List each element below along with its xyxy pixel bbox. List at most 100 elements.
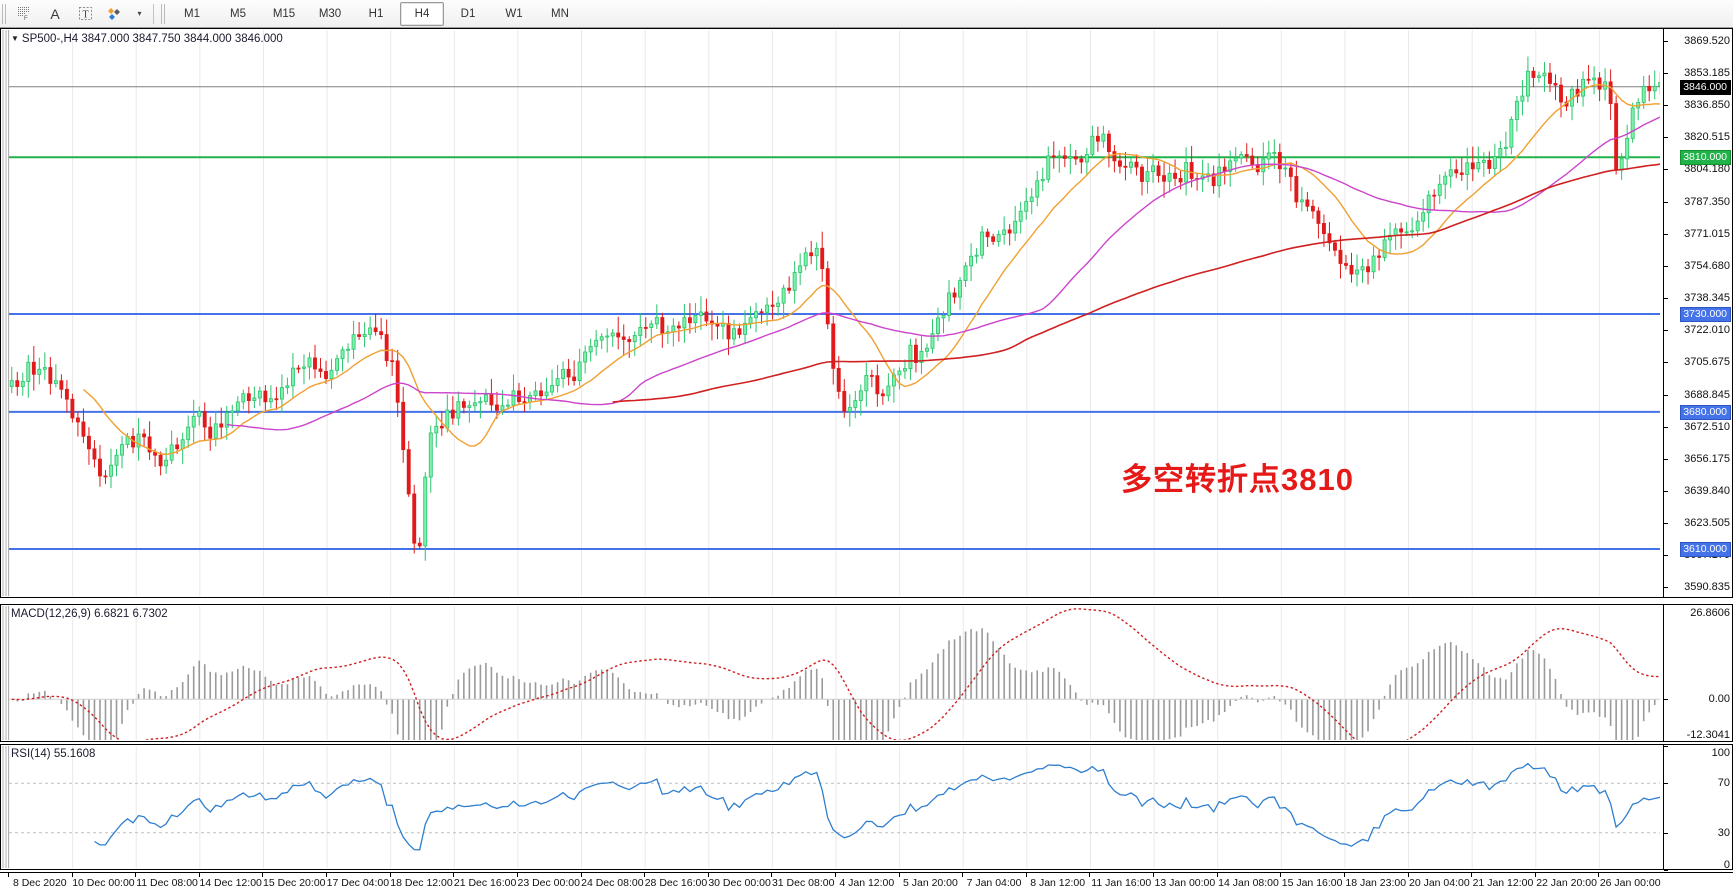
- price-tick-label: 3754.680: [1684, 259, 1730, 272]
- macd-panel[interactable]: MACD(12,26,9) 6.6821 6.7302 26.8606 0.00 -…: [0, 604, 1733, 742]
- macd-scale-label: 26.8606: [1690, 607, 1730, 619]
- candle-body: [577, 361, 582, 382]
- rsi-panel[interactable]: RSI(14) 55.1608 100 70 30 0: [0, 744, 1733, 871]
- candle-body: [246, 393, 251, 401]
- chevron-down-icon: ▾: [137, 9, 142, 18]
- candle-body: [820, 247, 825, 270]
- timeframe-h4[interactable]: H4: [400, 1, 444, 26]
- candle-body: [594, 339, 599, 347]
- text-tool-icon[interactable]: A: [41, 2, 69, 26]
- timeframe-m30[interactable]: M30: [318, 7, 342, 20]
- time-tick-label: 14 Dec 12:00: [199, 877, 262, 889]
- current-price-tag[interactable]: 3846.000: [1680, 79, 1731, 95]
- level-tag-3680[interactable]: 3680.000: [1680, 404, 1731, 420]
- time-tick: [71, 873, 73, 877]
- candle-body: [15, 380, 20, 387]
- timeframe-m5[interactable]: M5: [230, 7, 246, 20]
- time-tick: [1471, 873, 1473, 877]
- level-tag-3610[interactable]: 3610.000: [1680, 542, 1731, 558]
- candle-body: [583, 351, 588, 363]
- candle-body: [1057, 155, 1062, 158]
- timeframe-d1[interactable]: D1: [460, 7, 476, 20]
- toolbar-drag-handle[interactable]: [2, 3, 7, 24]
- candle-body: [70, 398, 75, 419]
- time-tick-label: 15 Jan 16:00: [1281, 877, 1343, 889]
- time-axis[interactable]: 8 Dec 2020 10 Dec 00:00 11 Dec 08:00 14 Dec…: [0, 872, 1733, 894]
- candle-body: [357, 334, 362, 337]
- candle-body: [836, 367, 841, 392]
- chart-scroll-handle[interactable]: [2, 30, 9, 596]
- time-tick: [644, 873, 646, 877]
- candle-body: [120, 444, 124, 456]
- timeframe-m1[interactable]: M1: [184, 7, 200, 20]
- candle-body: [555, 378, 560, 386]
- candle-body: [1415, 220, 1420, 232]
- time-tick-label: 22 Jan 20:00: [1536, 877, 1597, 889]
- candle-body: [26, 361, 31, 382]
- candle-body: [627, 339, 632, 343]
- macd-scroll-handle[interactable]: [2, 606, 9, 740]
- candle-body: [158, 454, 163, 467]
- candle-body: [1586, 78, 1591, 81]
- candle-body: [632, 335, 637, 343]
- candle-body: [853, 400, 858, 408]
- candle-body: [798, 265, 803, 273]
- crosshair-icon[interactable]: F: [11, 2, 39, 26]
- candle-body: [544, 391, 549, 397]
- candle-body: [511, 390, 516, 406]
- price-tick-label: 3656.175: [1684, 452, 1730, 465]
- candle-body: [864, 375, 869, 392]
- collapse-icon[interactable]: ▼: [11, 34, 19, 44]
- level-tag-3730[interactable]: 3730.000: [1680, 307, 1731, 322]
- objects-icon[interactable]: [101, 2, 129, 26]
- price-tick-label: 3738.345: [1684, 291, 1730, 304]
- candle-body: [886, 385, 891, 397]
- timeframe-w1[interactable]: W1: [505, 7, 523, 20]
- timeframe-m15[interactable]: M15: [272, 7, 296, 20]
- rsi-scroll-handle[interactable]: [2, 746, 9, 868]
- rsi-scale-tick: [1664, 746, 1668, 747]
- candle-body: [467, 405, 472, 408]
- time-tick: [1025, 873, 1027, 877]
- level-tag-3810[interactable]: 3810.000: [1680, 150, 1731, 166]
- timeframe-drag-handle[interactable]: [161, 3, 166, 24]
- timeframe-mn[interactable]: MN: [551, 7, 569, 20]
- candle-body: [561, 368, 566, 380]
- price-chart-panel[interactable]: ▼ SP500-,H4 3847.000 3847.750 3844.000 38…: [0, 28, 1733, 598]
- time-tick: [8, 873, 9, 877]
- price-axis-divider: [1663, 29, 1664, 597]
- time-tick-label: 18 Dec 12:00: [390, 877, 453, 889]
- symbol-header-text: SP500-,H4 3847.000 3847.750 3844.000 384…: [21, 33, 283, 45]
- candle-body: [191, 415, 196, 428]
- candle-body: [1371, 255, 1376, 273]
- candle-body: [98, 458, 102, 477]
- objects-dropdown-caret[interactable]: ▾: [131, 2, 147, 26]
- candle-body: [472, 402, 477, 407]
- candle-body: [1487, 159, 1492, 169]
- candle-body: [947, 292, 951, 316]
- candle-body: [285, 385, 290, 388]
- time-tick-label: 8 Dec 2020: [12, 877, 67, 889]
- candle-body: [847, 406, 852, 412]
- candle-body: [1548, 72, 1552, 84]
- timeframe-h1[interactable]: H1: [368, 7, 384, 20]
- candle-body: [974, 254, 979, 257]
- candle-body: [1592, 77, 1597, 81]
- candle-body: [37, 368, 42, 375]
- candle-body: [59, 380, 64, 390]
- candle-body: [908, 344, 913, 370]
- candle-body: [456, 401, 461, 419]
- candle-body: [114, 454, 119, 466]
- candle-body: [1525, 70, 1530, 97]
- candle-body: [1112, 151, 1117, 162]
- candle-body: [1344, 263, 1348, 266]
- price-tick-label: 3836.850: [1684, 98, 1730, 111]
- time-tick: [262, 873, 264, 877]
- time-tick: [1216, 873, 1218, 877]
- price-tick: [1664, 586, 1668, 588]
- candle-body: [1266, 152, 1271, 160]
- label-tool-icon[interactable]: T: [71, 2, 99, 26]
- candle-body: [1404, 231, 1409, 234]
- candle-body: [109, 464, 113, 477]
- rsi-axis-divider: [1663, 745, 1664, 869]
